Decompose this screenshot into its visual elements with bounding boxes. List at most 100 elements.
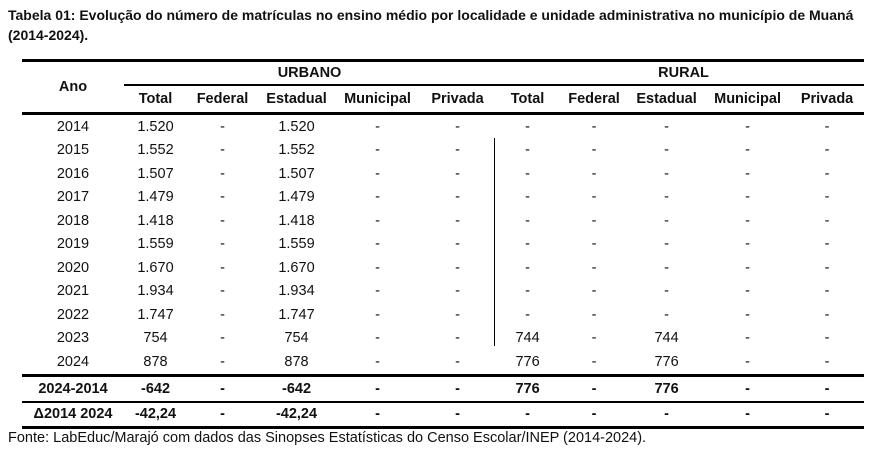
table-cell: - — [375, 189, 380, 206]
table-cell: - — [375, 283, 380, 300]
table-cell: - — [220, 259, 225, 276]
table-cell: -42,24 — [258, 400, 335, 429]
table-cell: - — [745, 353, 750, 370]
delta-row: Δ2014 2024 -42,24- -42,24- - - - - - - — [22, 400, 865, 429]
table-cell: - — [525, 306, 530, 323]
table-cell: - — [745, 189, 750, 206]
table-cell: - — [824, 353, 830, 370]
row-label: 2020 — [56, 259, 90, 276]
table-cell: 878 — [284, 353, 309, 370]
table-cell: - — [220, 118, 225, 135]
table-cell: 1.418 — [278, 212, 315, 229]
table-cell: - — [824, 330, 830, 347]
table-cell: - — [455, 189, 460, 206]
table-cell: - — [790, 400, 865, 429]
table-cell: - — [664, 118, 669, 135]
table-cell: - — [824, 142, 830, 159]
table-cell: - — [824, 259, 830, 276]
table-cell: -642 — [124, 373, 187, 402]
table-cell: - — [591, 353, 597, 370]
table-cell: -42,24 — [124, 400, 187, 429]
table-cell: - — [664, 165, 669, 182]
table-cell: - — [455, 142, 460, 159]
table-cell: 1.520 — [278, 118, 315, 135]
row-label: 2017 — [56, 189, 90, 206]
table-cell: - — [824, 306, 830, 323]
column-header-total-rural: Total — [495, 85, 561, 115]
table-cell: - — [420, 373, 496, 402]
enrollment-table: Ano URBANO RURAL Total Federal Estadual Mun… — [22, 59, 865, 429]
table-cell: 1.520 — [137, 118, 174, 135]
table-cell: - — [591, 306, 597, 323]
table-cell: - — [455, 236, 460, 253]
table-cell: - — [591, 189, 597, 206]
table-cell: - — [525, 283, 530, 300]
table-cell: - — [745, 259, 750, 276]
table-cell: -642 — [258, 373, 335, 402]
table-row: 2014 1.520 - 1.520 - - - - - - - — [22, 114, 864, 139]
table-cell: 744 — [515, 330, 540, 347]
header-ano: Ano — [22, 59, 124, 115]
table-cell: - — [745, 306, 750, 323]
table-cell: - — [375, 353, 380, 370]
table-row: 2023 754 - 754 - - 744 - 744 - - — [22, 327, 864, 351]
table-row: 2021 1.934 - 1.934 - - - - - - - — [22, 280, 864, 304]
table-cell: - — [745, 330, 750, 347]
table-cell: - — [560, 400, 629, 429]
row-label: 2024 — [56, 353, 90, 370]
table-cell: - — [187, 373, 258, 402]
table-cell: - — [220, 165, 225, 182]
table-cell: - — [628, 400, 706, 429]
table-cell: - — [495, 400, 561, 429]
table-cell: 1.934 — [278, 283, 315, 300]
table-cell: - — [591, 118, 597, 135]
table-cell: - — [591, 259, 597, 276]
table-cell: - — [220, 353, 225, 370]
table-cell: - — [664, 236, 669, 253]
row-label: 2014 — [56, 118, 90, 135]
table-cell: 1.507 — [137, 165, 174, 182]
row-label: 2015 — [56, 142, 90, 159]
table-cell: - — [220, 189, 225, 206]
table-cell: - — [335, 373, 420, 402]
table-cell: - — [591, 165, 597, 182]
table-cell: - — [375, 165, 380, 182]
row-label: 2023 — [56, 330, 90, 347]
header-urbano: URBANO — [124, 59, 496, 86]
table-cell: 1.559 — [278, 236, 315, 253]
table-cell: - — [591, 283, 597, 300]
header-rural: RURAL — [495, 59, 865, 86]
table-cell: - — [420, 400, 496, 429]
difference-row: 2024-2014 -642- -642- -776-776- - — [22, 373, 865, 402]
table-cell: - — [824, 118, 830, 135]
table-cell: - — [455, 165, 460, 182]
table-cell: - — [375, 118, 380, 135]
row-label: 2016 — [56, 165, 90, 182]
table-cell: - — [745, 236, 750, 253]
table-row: 2024 878 - 878 - - 776 - 776 - - — [22, 350, 864, 375]
table-cell: - — [664, 189, 669, 206]
column-header-privada-urbano: Privada — [420, 85, 496, 115]
table-cell: 878 — [143, 353, 168, 370]
table-cell: 1.934 — [137, 283, 174, 300]
table-cell: - — [790, 373, 865, 402]
table-cell: - — [375, 236, 380, 253]
column-header-privada-rural: Privada — [790, 85, 865, 115]
table-cell: - — [375, 306, 380, 323]
row-label: 2018 — [56, 212, 90, 229]
table-cell: - — [745, 118, 750, 135]
table-cell: 1.552 — [137, 142, 174, 159]
table-cell: - — [560, 373, 629, 402]
table-cell: - — [375, 330, 380, 347]
table-cell: - — [220, 212, 225, 229]
table-cell: - — [455, 283, 460, 300]
table-cell: - — [705, 373, 791, 402]
table-cell: - — [525, 118, 530, 135]
column-header-federal-urbano: Federal — [187, 85, 258, 115]
column-header-municipal-urbano: Municipal — [335, 85, 420, 115]
row-label: Δ2014 2024 — [22, 400, 124, 429]
table-cell: 754 — [284, 330, 309, 347]
table-cell: - — [335, 400, 420, 429]
table-cell: 1.747 — [137, 306, 174, 323]
table-cell: - — [591, 142, 597, 159]
